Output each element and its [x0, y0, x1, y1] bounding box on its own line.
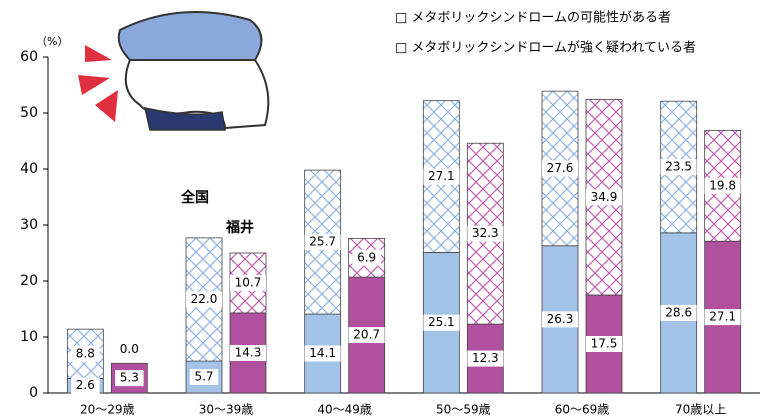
value-label: 19.8 [709, 178, 736, 192]
value-label: 14.1 [309, 346, 336, 360]
value-label: 14.3 [235, 345, 262, 359]
value-label-bg [304, 234, 341, 251]
x-tick-label: 60～69歳 [555, 403, 610, 417]
value-label-bg [230, 274, 266, 291]
value-label: 12.3 [472, 351, 499, 365]
x-tick-label: 50～59歳 [436, 403, 491, 417]
value-label: 6.9 [357, 250, 376, 264]
value-label-bg [189, 369, 219, 386]
value-label-bg [467, 225, 504, 242]
value-label: 10.7 [235, 275, 262, 289]
value-label: 34.9 [591, 190, 618, 204]
value-label-bg [348, 327, 385, 344]
y-tick-label: 30 [20, 217, 38, 233]
value-label-bg [586, 336, 622, 352]
value-label-bg [542, 311, 578, 328]
y-tick-label: 60 [20, 49, 38, 65]
value-label: 27.1 [428, 169, 455, 183]
legend-entry: □ メタボリックシンドロームが強く疑われている者 [395, 40, 696, 56]
value-label-bg [186, 291, 222, 308]
y-tick-label: 20 [20, 273, 38, 289]
value-label: 32.3 [472, 226, 499, 240]
value-label-bg [586, 189, 622, 206]
x-tick-label: 40～49歳 [317, 403, 372, 417]
value-label-bg [230, 344, 266, 361]
value-label: 5.3 [120, 371, 139, 385]
value-label: 0.0 [120, 342, 139, 356]
group-label: 全国 [180, 189, 209, 206]
value-label: 22.0 [191, 292, 218, 306]
value-label: 5.7 [194, 370, 213, 384]
value-label-bg [352, 249, 381, 266]
value-label-bg [115, 370, 144, 387]
x-tick-label: 20～29歳 [80, 403, 135, 417]
value-label-bg [304, 345, 341, 362]
x-tick-label: 70歳以上 [675, 403, 726, 417]
value-label-bg [660, 159, 697, 176]
value-label-bg [71, 345, 100, 362]
value-label-bg [542, 160, 578, 177]
illustration [78, 11, 270, 131]
x-tick-label: 30～39歳 [199, 403, 254, 417]
value-label: 17.5 [591, 337, 618, 351]
y-tick-label: 50 [20, 105, 38, 121]
value-label: 8.8 [76, 346, 95, 360]
value-label: 26.3 [547, 312, 574, 326]
value-label: 25.1 [428, 315, 455, 329]
y-unit: （%） [36, 35, 68, 48]
y-tick-label: 10 [20, 329, 38, 345]
value-label-bg [115, 341, 144, 358]
legend-entry: □ メタボリックシンドロームの可能性がある者 [395, 11, 671, 26]
value-label: 20.7 [353, 328, 380, 342]
value-label-bg [423, 168, 460, 185]
value-label: 28.6 [665, 305, 692, 319]
group-label: 福井 [225, 219, 254, 236]
value-label: 27.1 [709, 310, 736, 324]
y-tick-label: 40 [20, 161, 38, 177]
value-label-bg [704, 309, 741, 326]
value-label-bg [71, 377, 100, 394]
value-label-bg [704, 177, 741, 194]
value-label-bg [423, 314, 460, 331]
value-label: 2.6 [76, 378, 95, 392]
value-label: 25.7 [309, 235, 336, 249]
y-tick-label: 0 [29, 385, 38, 401]
value-label-bg [467, 350, 504, 367]
value-label: 27.6 [547, 161, 574, 175]
value-label-bg [660, 304, 697, 321]
value-label: 23.5 [665, 160, 692, 174]
